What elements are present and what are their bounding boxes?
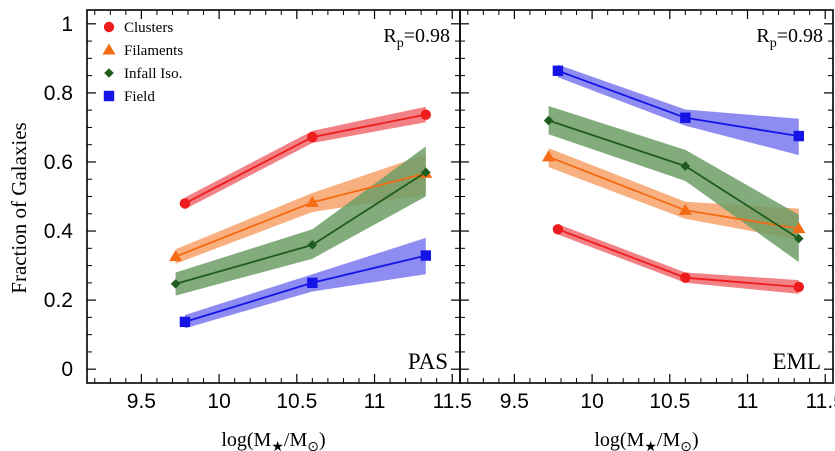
filaments-band-pas: [175, 154, 426, 264]
infall-iso-point-pas: [170, 279, 181, 289]
infall-iso-band-pas: [175, 146, 426, 296]
legend-marker-clusters: [103, 21, 115, 33]
y-tick-label: 0: [61, 358, 73, 381]
y-tick-label: 0.8: [44, 82, 73, 105]
y-axis-label: Fraction of Galaxies: [7, 122, 31, 293]
legend: Clusters Filaments Infall Iso. Field: [102, 20, 183, 105]
x-axis-label-pre: log(M: [594, 429, 644, 451]
x-tick-label: 10.5: [649, 390, 690, 413]
x-tick-label: 11: [364, 390, 386, 413]
panel-eml: 9.5 10 10.5 11 11.5 EML Rp=0.98 log(M★/M⊙): [459, 9, 835, 451]
clusters-point-eml: [793, 281, 805, 293]
x-axis-label-pas: log(M★/M⊙): [221, 429, 325, 451]
field-point-pas: [307, 277, 318, 289]
x-tick-label: 10: [580, 390, 603, 413]
infall-iso-point-eml: [794, 233, 804, 244]
infall-iso-point-pas: [307, 240, 318, 250]
rp-annotation-value: =0.98: [404, 25, 450, 47]
rp-annotation-value: =0.98: [777, 25, 823, 47]
clusters-band-eml: [557, 224, 799, 294]
rp-annotation-base: R: [383, 25, 397, 47]
clusters-point-eml: [552, 224, 564, 235]
x-axis-label-mid: /M: [657, 429, 681, 451]
x-tick-label: 10.5: [276, 390, 317, 413]
panel-pas: 9.5 10 10.5 11 11.5 0 0.2 0.4 0.6 0.8 1 PAS Rp=0.98 l…: [44, 9, 472, 451]
legend-marker-infall-iso: [104, 68, 114, 78]
field-point-pas: [420, 250, 432, 261]
infall-iso-point-pas: [421, 167, 431, 178]
clusters-point-pas: [420, 109, 432, 120]
legend-label-clusters: Clusters: [124, 20, 173, 36]
y-tick-label: 0.2: [44, 289, 73, 312]
x-axis-label-sub2: ⊙: [307, 440, 319, 451]
x-tick-label: 11.5: [433, 390, 472, 413]
x-tick-label: 9.5: [127, 390, 156, 413]
x-axis-label-pre: log(M: [221, 429, 271, 451]
x-axis-label-mid: /M: [284, 429, 308, 451]
legend-label-field: Field: [124, 89, 155, 105]
filaments-point-eml: [792, 222, 806, 234]
panel-label: EML: [772, 349, 821, 374]
x-axis-label-sub2: ⊙: [680, 440, 692, 451]
legend-marker-filaments: [102, 43, 116, 55]
x-axis-label-eml: log(M★/M⊙): [594, 429, 698, 451]
x-axis-label-post: ): [319, 429, 326, 451]
panel-label: PAS: [408, 349, 448, 374]
infall-iso-band-eml: [548, 106, 799, 263]
panels-layer: 9.5 10 10.5 11 11.500.20.40.60.81PASRp=0.98l…: [44, 9, 835, 451]
x-tick-label: 11: [737, 390, 759, 413]
legend-label-filaments: Filaments: [124, 43, 183, 59]
filaments-point-eml: [678, 203, 692, 215]
y-tick-label: 0.6: [44, 151, 73, 174]
x-axis-label-sub: ★: [644, 440, 657, 451]
clusters-point-eml: [680, 272, 691, 283]
infall-iso-point-eml: [680, 161, 691, 171]
field-point-eml: [793, 130, 805, 142]
rp-annotation-base: R: [756, 25, 770, 47]
field-point-eml: [680, 112, 691, 123]
filaments-point-eml: [542, 150, 556, 162]
rp-annotation-sub: p: [770, 36, 777, 51]
rp-annotation: Rp=0.98: [756, 25, 823, 51]
field-band-eml: [557, 64, 799, 156]
clusters-band-pas: [184, 106, 426, 210]
filaments-point-pas: [305, 195, 319, 207]
y-tick-label: 1: [61, 13, 73, 36]
y-tick-label: 0.4: [44, 220, 74, 243]
clusters-point-pas: [179, 198, 191, 209]
rp-annotation: Rp=0.98: [383, 25, 450, 51]
x-axis-label-sub: ★: [271, 440, 284, 451]
filaments-point-pas: [169, 250, 183, 262]
legend-marker-field: [103, 90, 115, 102]
x-tick-label: 9.5: [500, 390, 529, 413]
x-tick-label: 11.5: [806, 390, 835, 413]
rp-annotation-sub: p: [397, 36, 404, 51]
legend-label-infall-iso: Infall Iso.: [124, 66, 182, 82]
x-tick-label: 10: [207, 390, 230, 413]
x-axis-label-post: ): [692, 429, 699, 451]
infall-iso-point-eml: [543, 115, 554, 126]
field-point-pas: [179, 316, 191, 328]
field-band-pas: [184, 237, 426, 329]
field-point-eml: [552, 65, 564, 76]
clusters-point-pas: [307, 131, 318, 143]
